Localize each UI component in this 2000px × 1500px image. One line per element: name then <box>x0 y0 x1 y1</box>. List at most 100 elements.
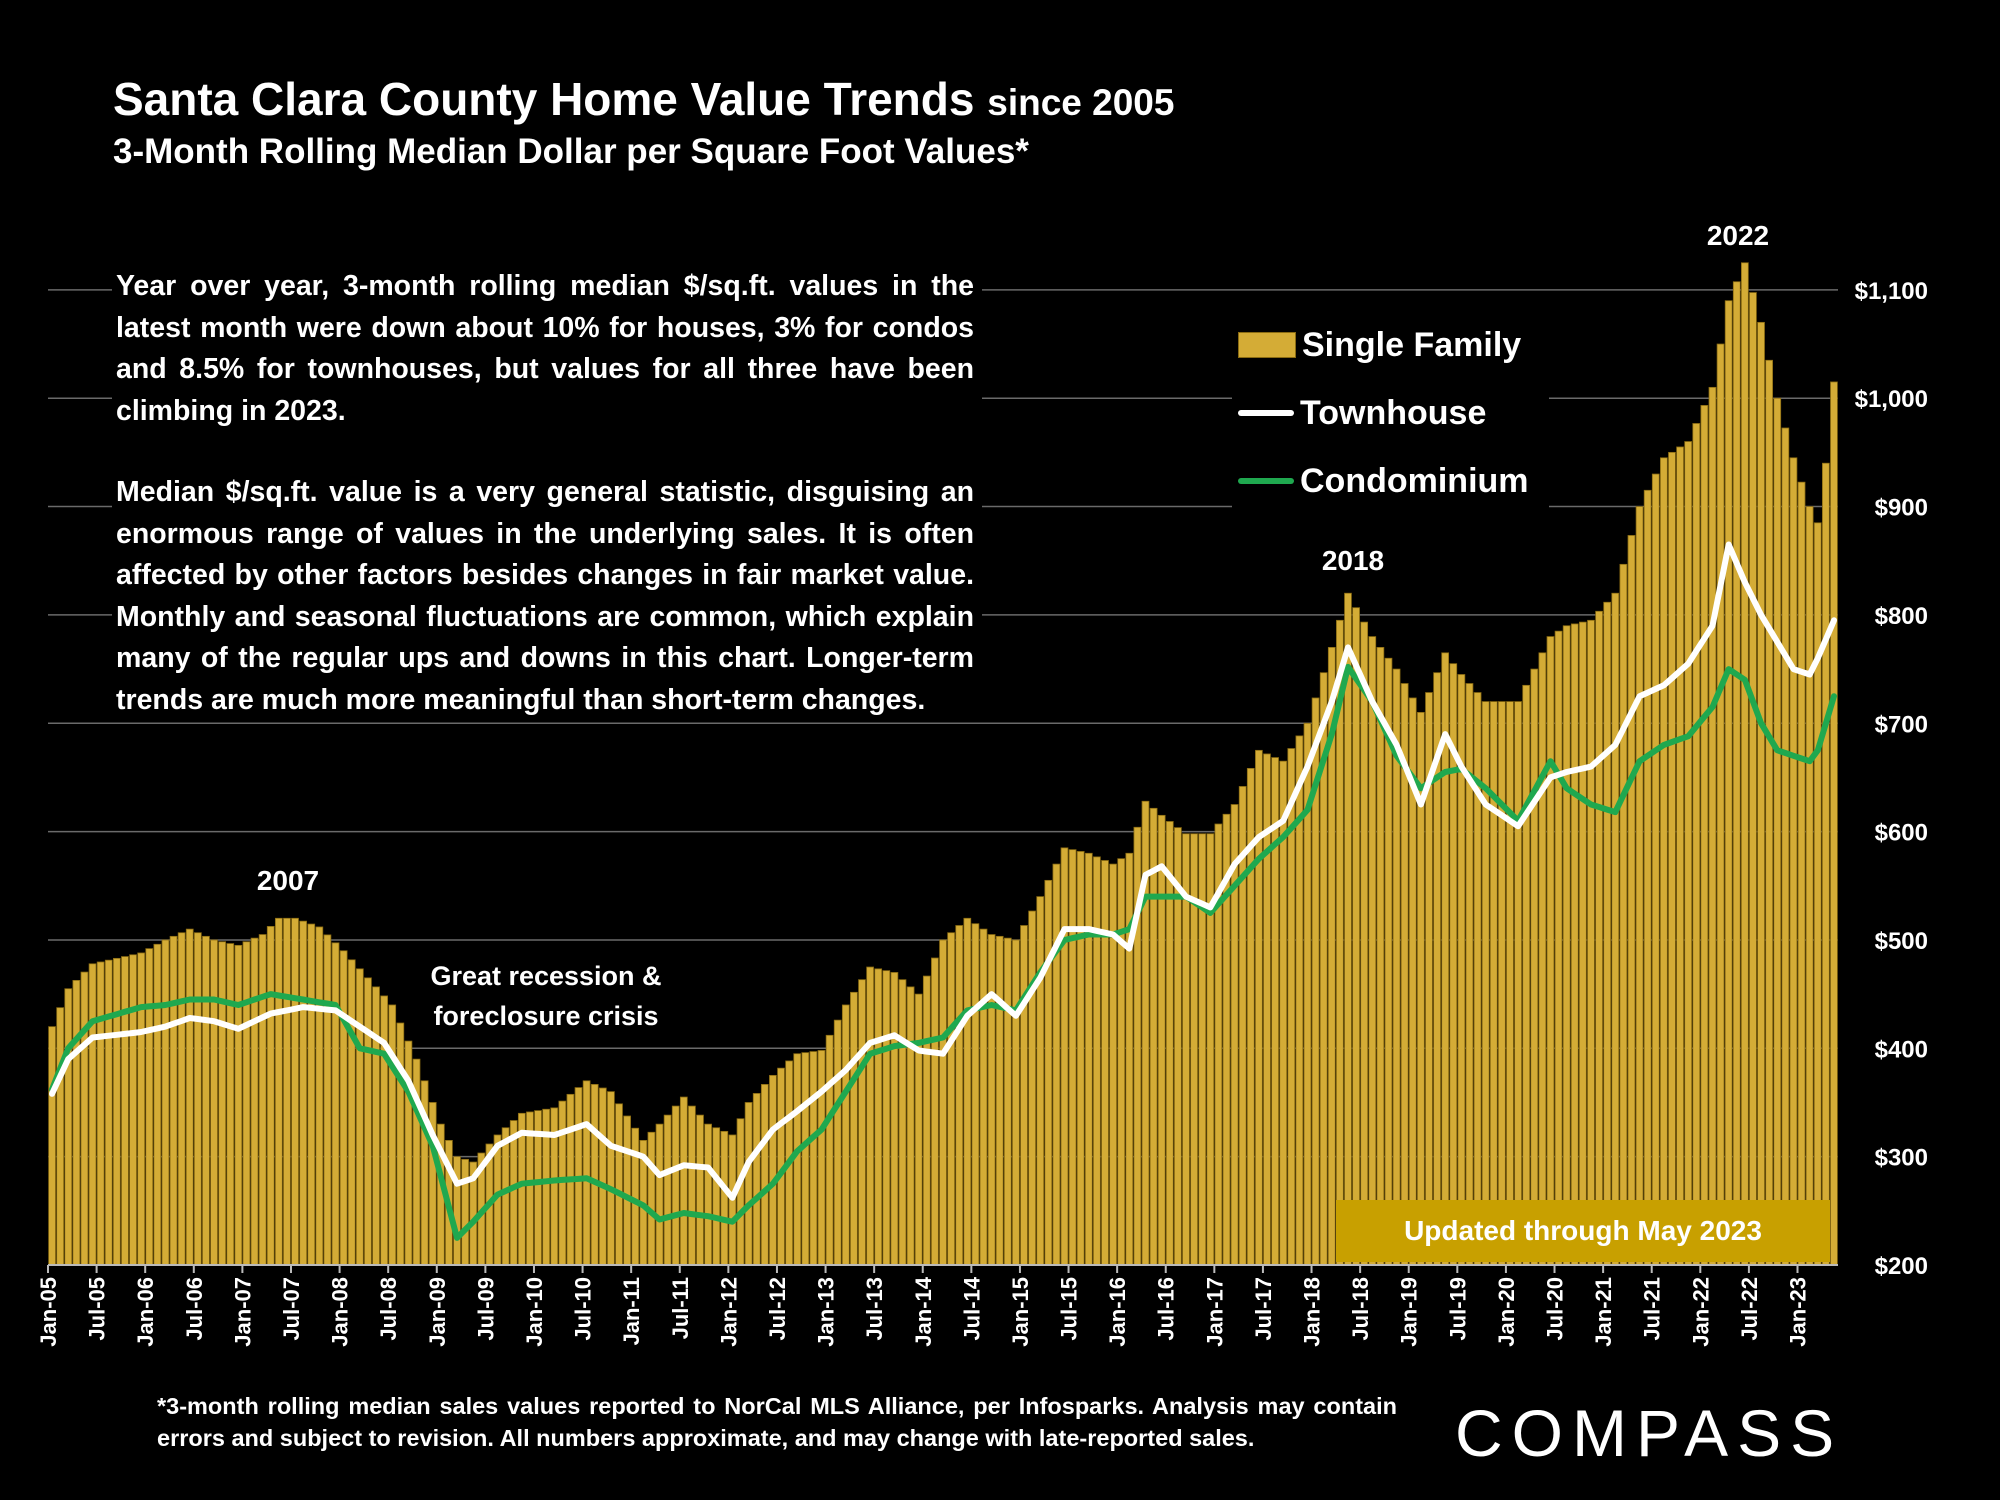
bar-single-family <box>1020 925 1028 1266</box>
y-tick-label: $500 <box>1875 928 1928 955</box>
bar-single-family <box>809 1051 818 1266</box>
bar-single-family <box>801 1052 810 1266</box>
x-tick-label: Jul-22 <box>1737 1277 1762 1341</box>
x-tick-label: Jul-09 <box>473 1277 498 1341</box>
y-tick-label: $600 <box>1875 820 1928 847</box>
bar-single-family <box>1773 397 1782 1266</box>
axes: $200 $300 $400 $500 $600 $700 $800 $900 $1,000 $1… <box>36 278 1928 1347</box>
bar-single-family <box>906 986 915 1266</box>
bar-single-family <box>679 1096 688 1266</box>
y-tick-label: $200 <box>1875 1253 1928 1280</box>
bar-single-family <box>1797 481 1806 1266</box>
bar-single-family <box>931 957 939 1266</box>
bar-single-family <box>1700 405 1709 1266</box>
x-tick-label: Jan-09 <box>425 1277 450 1347</box>
bar-single-family <box>1522 684 1531 1266</box>
bar-single-family <box>1530 668 1539 1266</box>
x-tick-label: Jan-22 <box>1688 1277 1713 1347</box>
bar-single-family <box>963 917 972 1266</box>
bar-single-family <box>615 1103 623 1266</box>
bar-single-family <box>1570 623 1579 1266</box>
bar-single-family <box>72 980 81 1266</box>
legend-swatch-bar <box>1238 332 1296 358</box>
legend-item-single-family: Single Family <box>1238 311 1529 379</box>
bar-single-family <box>1757 321 1765 1266</box>
bar-single-family <box>1676 446 1684 1266</box>
series-lines <box>49 541 1837 1241</box>
annotation-2007: 2007 <box>257 865 319 896</box>
bar-single-family <box>339 950 348 1266</box>
bar-single-family <box>88 963 97 1266</box>
bar-single-family <box>841 1004 850 1266</box>
x-tick-label: Jan-16 <box>1105 1277 1130 1347</box>
x-tick-label: Jul-20 <box>1543 1277 1568 1341</box>
updated-badge: Updated through May 2023 <box>1336 1200 1830 1262</box>
bar-single-family <box>1117 858 1126 1266</box>
bar-single-family <box>347 959 356 1266</box>
x-tick-label: Jul-07 <box>279 1277 304 1341</box>
annotation-recession-line2: foreclosure crisis <box>433 1001 658 1031</box>
bar-single-family <box>1198 833 1207 1266</box>
x-tick-label: Jan-21 <box>1591 1277 1616 1347</box>
bar-single-family <box>712 1127 721 1266</box>
bar-single-family <box>185 928 194 1266</box>
annotation-2018: 2018 <box>1322 545 1384 576</box>
bar-single-family <box>1498 701 1506 1266</box>
y-tick-label: $700 <box>1875 711 1928 738</box>
bar-single-family <box>987 934 996 1266</box>
bar-single-family <box>1368 636 1377 1266</box>
bar-single-family <box>461 1158 469 1266</box>
bar-single-family <box>1692 423 1701 1266</box>
bar-single-family <box>631 1127 640 1266</box>
legend: Single Family Townhouse Condominium <box>1232 305 1549 521</box>
bar-single-family <box>922 975 931 1266</box>
bar-single-family <box>1724 300 1733 1266</box>
bar-single-family <box>720 1130 729 1266</box>
annotation-recession-line1: Great recession & <box>430 961 661 991</box>
x-tick-label: Jul-11 <box>668 1277 693 1339</box>
bar-single-family <box>1028 910 1036 1266</box>
bar-single-family <box>64 988 73 1266</box>
y-tick-label: $1,000 <box>1855 386 1928 413</box>
bar-single-family <box>882 970 891 1266</box>
bar-single-family <box>501 1127 510 1266</box>
bar-single-family <box>1619 563 1628 1266</box>
bar-single-family <box>1587 619 1595 1266</box>
compass-logo: COMPASS <box>1455 1396 1844 1470</box>
bar-single-family <box>1076 851 1085 1266</box>
bar-single-family <box>1627 535 1636 1266</box>
bar-single-family <box>129 954 137 1266</box>
bar-single-family <box>1271 757 1279 1266</box>
bar-single-family <box>355 968 364 1266</box>
bar-single-family <box>1660 457 1668 1266</box>
bar-single-family <box>1044 879 1053 1266</box>
bar-single-family <box>655 1123 664 1266</box>
bar-single-family <box>1595 610 1603 1266</box>
x-tick-label: Jul-17 <box>1251 1277 1276 1341</box>
x-tick-label: Jul-06 <box>182 1277 207 1341</box>
x-tick-label: Jan-07 <box>230 1277 255 1347</box>
bar-single-family <box>1554 630 1563 1266</box>
bar-single-family <box>858 979 866 1266</box>
bar-single-family <box>1822 462 1830 1266</box>
bar-single-family <box>671 1105 680 1266</box>
bar-single-family <box>1789 457 1798 1266</box>
bar-single-family <box>582 1080 591 1266</box>
legend-swatch-condominium <box>1238 478 1294 484</box>
bar-single-family <box>177 932 186 1266</box>
x-tick-label: Jul-05 <box>85 1277 110 1341</box>
bar-single-family <box>866 966 874 1266</box>
bar-single-family <box>1741 262 1749 1266</box>
legend-item-condominium: Condominium <box>1238 447 1529 515</box>
bar-single-family <box>1765 359 1774 1266</box>
bar-single-family <box>1716 343 1725 1266</box>
bar-single-family <box>1546 636 1555 1266</box>
bar-single-family <box>1668 451 1676 1266</box>
bar-single-family <box>169 935 178 1266</box>
bar-single-family <box>979 928 988 1266</box>
bar-single-family <box>1003 937 1012 1266</box>
bar-single-family <box>291 917 299 1266</box>
bar-single-family <box>939 939 947 1266</box>
bar-single-family <box>890 972 899 1266</box>
